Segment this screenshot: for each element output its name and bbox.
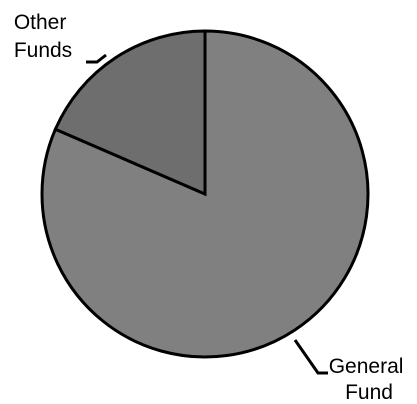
label-other-funds: Other Funds [14, 11, 72, 62]
label-general-fund-line-2: Fund [345, 381, 393, 404]
leader-line-other-funds [86, 53, 107, 64]
leader-line-general-fund [293, 339, 328, 375]
label-general-fund: General Fund [329, 355, 410, 404]
pie-slices [40, 29, 370, 359]
label-general-fund-line-1: General [329, 355, 404, 378]
pie-slice-other-funds [53, 29, 207, 197]
label-other-funds-line-2: Funds [14, 39, 72, 62]
label-other-funds-line-1: Other [14, 11, 67, 34]
